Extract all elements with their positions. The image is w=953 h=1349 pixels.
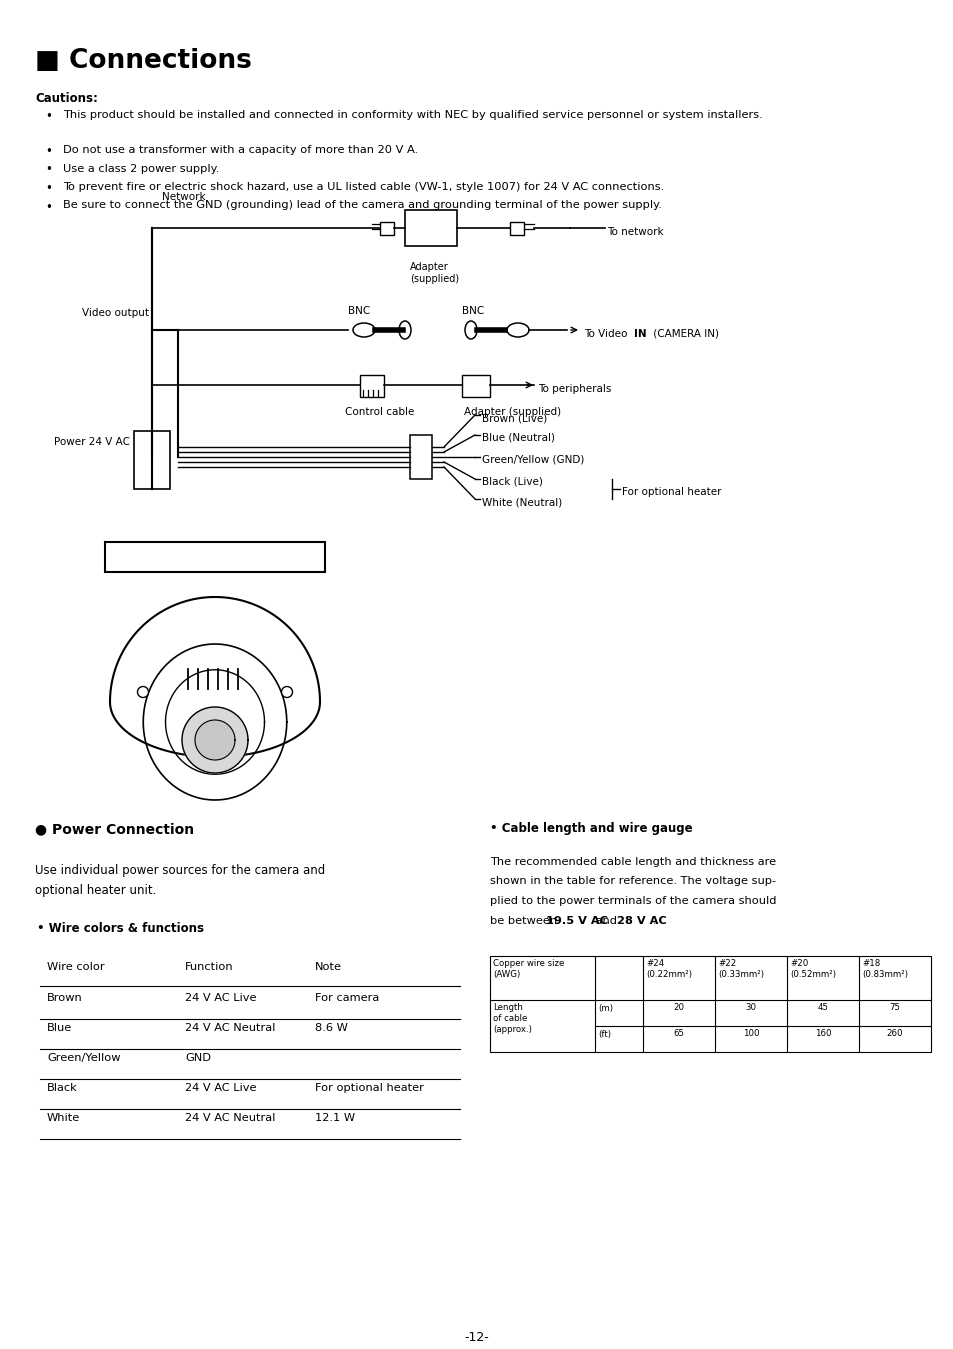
Bar <box>105 542 325 572</box>
Text: Black: Black <box>47 1083 77 1093</box>
Bar <box>133 430 170 488</box>
Text: ● Power Connection: ● Power Connection <box>35 822 193 836</box>
Text: Use individual power sources for the camera and: Use individual power sources for the cam… <box>35 863 325 877</box>
Text: IN: IN <box>633 329 645 339</box>
Text: 24 V AC Neutral: 24 V AC Neutral <box>185 1023 275 1033</box>
Text: 8.6 W: 8.6 W <box>314 1023 348 1033</box>
Text: White: White <box>47 1113 80 1122</box>
Text: Adapter
(supplied): Adapter (supplied) <box>410 262 458 285</box>
Ellipse shape <box>464 321 476 339</box>
Text: Black (Live): Black (Live) <box>481 478 542 487</box>
Text: Video output: Video output <box>82 308 149 318</box>
Text: Note: Note <box>314 962 341 973</box>
Text: and: and <box>591 916 619 925</box>
Text: For camera: For camera <box>314 993 379 1004</box>
Text: •: • <box>45 144 51 158</box>
Text: Blue (Neutral): Blue (Neutral) <box>481 433 555 442</box>
Text: Brown: Brown <box>47 993 83 1004</box>
Text: Control cable: Control cable <box>345 407 414 417</box>
Text: •: • <box>45 163 51 177</box>
Ellipse shape <box>398 321 411 339</box>
Text: 28 V AC: 28 V AC <box>617 916 666 925</box>
Bar <box>359 375 384 397</box>
Text: shown in the table for reference. The voltage sup-: shown in the table for reference. The vo… <box>490 877 776 886</box>
Polygon shape <box>182 707 248 773</box>
Text: To prevent fire or electric shock hazard, use a UL listed cable (VW-1, style 100: To prevent fire or electric shock hazard… <box>63 182 663 192</box>
Text: 260: 260 <box>886 1029 902 1039</box>
Text: GND: GND <box>185 1054 211 1063</box>
Bar <box>410 434 432 479</box>
Text: Length
of cable
(approx.): Length of cable (approx.) <box>493 1002 532 1033</box>
Text: Function: Function <box>185 962 233 973</box>
Text: For optional heater: For optional heater <box>314 1083 423 1093</box>
Bar <box>510 223 523 235</box>
Text: • Cable length and wire gauge: • Cable length and wire gauge <box>490 822 692 835</box>
Text: 24 V AC Live: 24 V AC Live <box>185 993 256 1004</box>
Text: •: • <box>45 182 51 196</box>
Text: For optional heater: For optional heater <box>621 487 720 496</box>
Polygon shape <box>194 720 234 759</box>
Text: plied to the power terminals of the camera should: plied to the power terminals of the came… <box>490 896 776 907</box>
Text: (CAMERA IN): (CAMERA IN) <box>649 329 719 339</box>
Text: White (Neutral): White (Neutral) <box>481 496 561 507</box>
Bar <box>461 375 490 397</box>
Circle shape <box>281 687 293 697</box>
Text: Adapter (supplied): Adapter (supplied) <box>463 407 560 417</box>
Text: 19.5 V AC: 19.5 V AC <box>545 916 607 925</box>
Text: • Wire colors & functions: • Wire colors & functions <box>37 921 204 935</box>
Text: 65: 65 <box>673 1029 684 1039</box>
Text: ■ Connections: ■ Connections <box>35 49 252 74</box>
Text: 45: 45 <box>817 1004 827 1013</box>
Text: 100: 100 <box>742 1029 759 1039</box>
Text: 160: 160 <box>814 1029 830 1039</box>
Text: Do not use a transformer with a capacity of more than 20 V A.: Do not use a transformer with a capacity… <box>63 144 417 155</box>
Text: This product should be installed and connected in conformity with NEC by qualifi: This product should be installed and con… <box>63 111 762 120</box>
Text: Cautions:: Cautions: <box>35 92 98 105</box>
Ellipse shape <box>353 322 375 337</box>
Text: Wire color: Wire color <box>47 962 105 973</box>
Text: (m): (m) <box>598 1004 613 1013</box>
Text: #24
(0.22mm²): #24 (0.22mm²) <box>645 959 691 978</box>
Text: Green/Yellow (GND): Green/Yellow (GND) <box>481 455 584 465</box>
Bar <box>379 223 394 235</box>
Bar <box>405 210 456 246</box>
Text: •: • <box>45 201 51 213</box>
Text: Blue: Blue <box>47 1023 72 1033</box>
Text: 24 V AC Live: 24 V AC Live <box>185 1083 256 1093</box>
Text: (ft): (ft) <box>598 1029 610 1039</box>
Ellipse shape <box>506 322 529 337</box>
Text: To Video: To Video <box>583 329 630 339</box>
Text: BNC: BNC <box>348 306 370 316</box>
Text: Network: Network <box>162 192 206 202</box>
Text: BNC: BNC <box>461 306 484 316</box>
Text: •: • <box>45 111 51 123</box>
Text: Green/Yellow: Green/Yellow <box>47 1054 120 1063</box>
Bar <box>490 955 930 1051</box>
Text: 30: 30 <box>744 1004 756 1013</box>
Text: 20: 20 <box>673 1004 684 1013</box>
Text: Brown (Live): Brown (Live) <box>481 413 547 424</box>
Text: Power 24 V AC: Power 24 V AC <box>54 437 130 447</box>
Text: Copper wire size
(AWG): Copper wire size (AWG) <box>493 959 564 978</box>
Text: 24 V AC Neutral: 24 V AC Neutral <box>185 1113 275 1122</box>
Text: The recommended cable length and thickness are: The recommended cable length and thickne… <box>490 857 776 867</box>
Text: #18
(0.83mm²): #18 (0.83mm²) <box>862 959 907 978</box>
Text: To peripherals: To peripherals <box>537 384 611 394</box>
Circle shape <box>137 687 149 697</box>
Text: 12.1 W: 12.1 W <box>314 1113 355 1122</box>
Text: -12-: -12- <box>464 1331 489 1344</box>
Text: optional heater unit.: optional heater unit. <box>35 884 156 897</box>
Text: Use a class 2 power supply.: Use a class 2 power supply. <box>63 163 219 174</box>
Text: #20
(0.52mm²): #20 (0.52mm²) <box>789 959 835 978</box>
Text: be between: be between <box>490 916 560 925</box>
Text: To network: To network <box>606 227 663 237</box>
Text: 75: 75 <box>888 1004 900 1013</box>
Text: #22
(0.33mm²): #22 (0.33mm²) <box>718 959 763 978</box>
Text: .: . <box>652 916 656 925</box>
Text: Be sure to connect the GND (grounding) lead of the camera and grounding terminal: Be sure to connect the GND (grounding) l… <box>63 201 661 210</box>
